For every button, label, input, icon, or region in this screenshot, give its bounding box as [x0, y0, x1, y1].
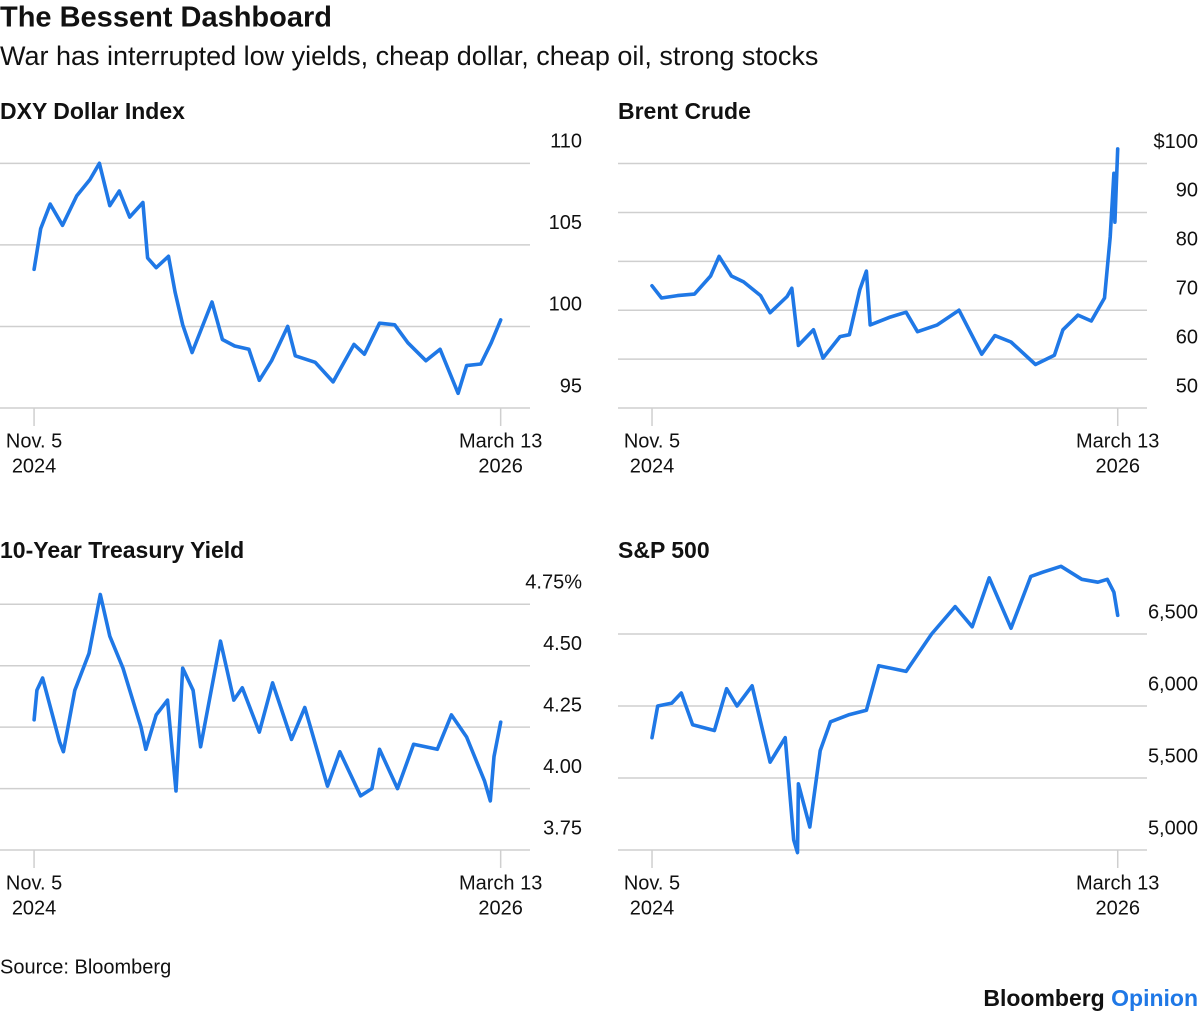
y-tick-label: 50 — [1176, 375, 1198, 397]
y-tick-label: 4.00 — [543, 756, 582, 778]
y-tick-label: 4.75% — [525, 572, 582, 594]
y-tick-label: $100 — [1154, 131, 1199, 153]
x-tick-label: 2026 — [478, 897, 523, 919]
x-tick-label: 2026 — [1095, 897, 1140, 919]
source: Source: Bloomberg — [0, 956, 171, 978]
logo: Bloomberg Opinion — [983, 985, 1198, 1011]
y-tick-label: 3.75 — [543, 817, 582, 839]
y-tick-label: 60 — [1176, 326, 1198, 348]
y-tick-label: 80 — [1176, 229, 1198, 251]
x-tick-label: March 13 — [459, 872, 542, 894]
x-tick-label: March 13 — [459, 430, 542, 452]
data-line — [650, 147, 1120, 367]
x-tick-label: Nov. 5 — [624, 430, 680, 452]
x-tick-label: 2024 — [630, 897, 675, 919]
subtitle: War has interrupted low yields, cheap do… — [0, 41, 818, 71]
y-tick-label: 110 — [550, 131, 582, 153]
y-tick-label: 100 — [549, 294, 582, 316]
x-tick-label: 2026 — [1095, 455, 1140, 477]
y-tick-label: 6,500 — [1148, 601, 1198, 623]
y-tick-label: 6,000 — [1148, 673, 1198, 695]
data-line — [650, 564, 1120, 855]
chart-title: 10-Year Treasury Yield — [0, 537, 244, 563]
y-tick-label: 70 — [1176, 278, 1198, 300]
x-tick-label: March 13 — [1076, 872, 1159, 894]
title: The Bessent Dashboard — [0, 2, 332, 34]
y-tick-label: 105 — [549, 212, 582, 234]
x-tick-label: Nov. 5 — [6, 872, 62, 894]
x-tick-label: 2024 — [630, 455, 675, 477]
y-tick-label: 4.25 — [543, 694, 582, 716]
chart-title: S&P 500 — [618, 537, 710, 563]
chart-title: Brent Crude — [618, 98, 751, 124]
x-tick-label: Nov. 5 — [624, 872, 680, 894]
x-tick-label: 2024 — [12, 897, 57, 919]
data-line — [32, 161, 503, 396]
y-tick-label: 4.50 — [543, 633, 582, 655]
x-tick-label: March 13 — [1076, 430, 1159, 452]
x-tick-label: 2026 — [478, 455, 523, 477]
logo-bloomberg: Bloomberg — [983, 985, 1104, 1011]
y-tick-label: 5,000 — [1148, 817, 1198, 839]
y-tick-label: 95 — [560, 375, 582, 397]
x-tick-label: 2024 — [12, 455, 57, 477]
data-line — [32, 592, 503, 803]
x-tick-label: Nov. 5 — [6, 430, 62, 452]
y-tick-label: 90 — [1176, 180, 1198, 202]
logo-opinion: Opinion — [1111, 985, 1198, 1011]
chart-title: DXY Dollar Index — [0, 98, 185, 124]
y-tick-label: 5,500 — [1148, 745, 1198, 767]
